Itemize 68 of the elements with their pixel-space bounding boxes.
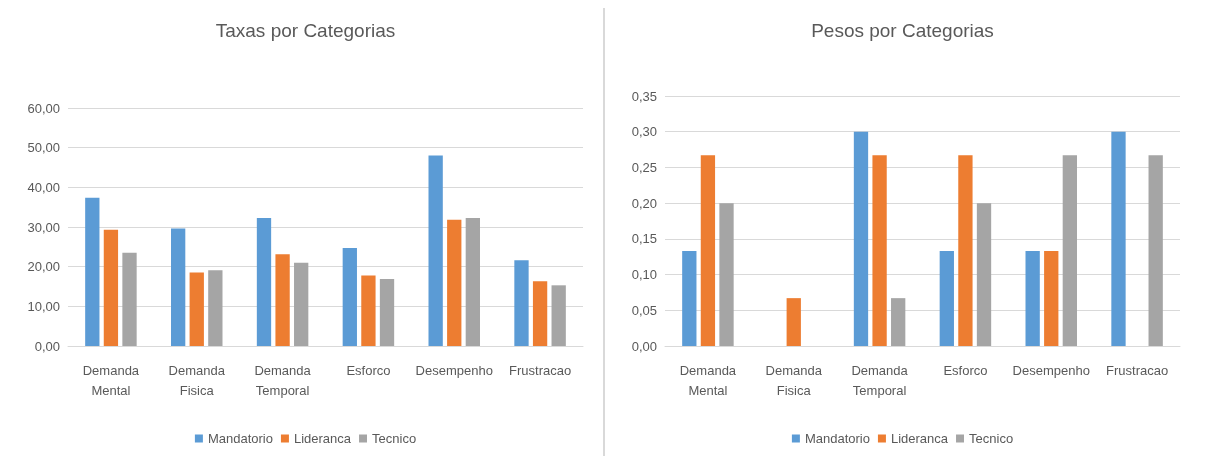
y-tick-label: 40,00 [27,179,60,195]
bar [682,251,697,346]
x-tick-label: Demanda Temporal [254,362,312,398]
bar [294,262,309,346]
chart-title: Pesos por Categorias [811,20,994,41]
bar [958,155,973,346]
bar [1044,251,1059,346]
x-tick-label: Demanda Mental [679,362,737,398]
legend-label: Mandatorio [207,431,273,446]
bar [786,298,801,346]
bar [428,155,443,346]
bar [1062,155,1077,346]
bar [853,131,869,346]
bar [342,248,357,346]
bar [976,203,992,346]
y-tick-label: 0,05 [631,302,657,318]
bar [514,260,529,346]
bar [256,217,272,346]
legend-label: Tecnico [372,431,417,446]
bar [872,155,887,346]
bar [532,281,548,346]
y-tick-label: 0,35 [631,88,657,104]
bar [361,275,376,346]
x-tick-label: Demanda Temporal [851,362,909,398]
bar [1025,251,1040,346]
bar [891,298,906,346]
x-tick-label: Frustracao [1106,362,1169,378]
bar [85,197,100,346]
bar [122,252,137,346]
bar [275,254,290,346]
y-tick-label: 50,00 [27,140,60,156]
y-tick-label: 20,00 [27,259,60,275]
x-tick-label: Esforco [346,362,391,378]
x-tick-label: Desempenho [1012,362,1090,378]
bar [379,278,395,346]
bar [1148,155,1163,346]
bar [447,219,462,346]
bar [551,285,566,346]
legend-label: Lideranca [890,431,949,446]
y-tick-label: 0,15 [631,231,657,247]
x-tick-label: Esforco [943,362,988,378]
bar [700,155,716,346]
bar [719,203,734,346]
bar [1111,131,1126,346]
y-tick-label: 0,10 [631,267,657,283]
legend-label: Mandatorio [804,431,870,446]
x-tick-label: Frustracao [509,362,572,378]
bar [939,251,954,346]
bar [103,229,119,346]
legend-label: Lideranca [293,431,352,446]
bar [208,270,223,346]
y-tick-label: 0,00 [631,338,657,354]
bar [465,217,480,346]
chart-title: Taxas por Categorias [215,20,396,41]
x-tick-label: Demanda Fisica [168,362,226,398]
y-tick-label: 0,00 [34,338,60,354]
x-tick-label: Demanda Mental [82,362,140,398]
x-tick-label: Demanda Fisica [765,362,823,398]
y-tick-label: 0,25 [631,159,657,175]
x-tick-label: Desempenho [415,362,493,378]
legend-label: Tecnico [969,431,1014,446]
y-tick-label: 60,00 [27,100,60,116]
y-tick-label: 0,20 [631,195,657,211]
y-tick-label: 10,00 [27,298,60,314]
bar [189,272,204,346]
y-tick-label: 30,00 [27,219,60,235]
y-tick-label: 0,30 [631,124,657,140]
bar [171,228,186,346]
